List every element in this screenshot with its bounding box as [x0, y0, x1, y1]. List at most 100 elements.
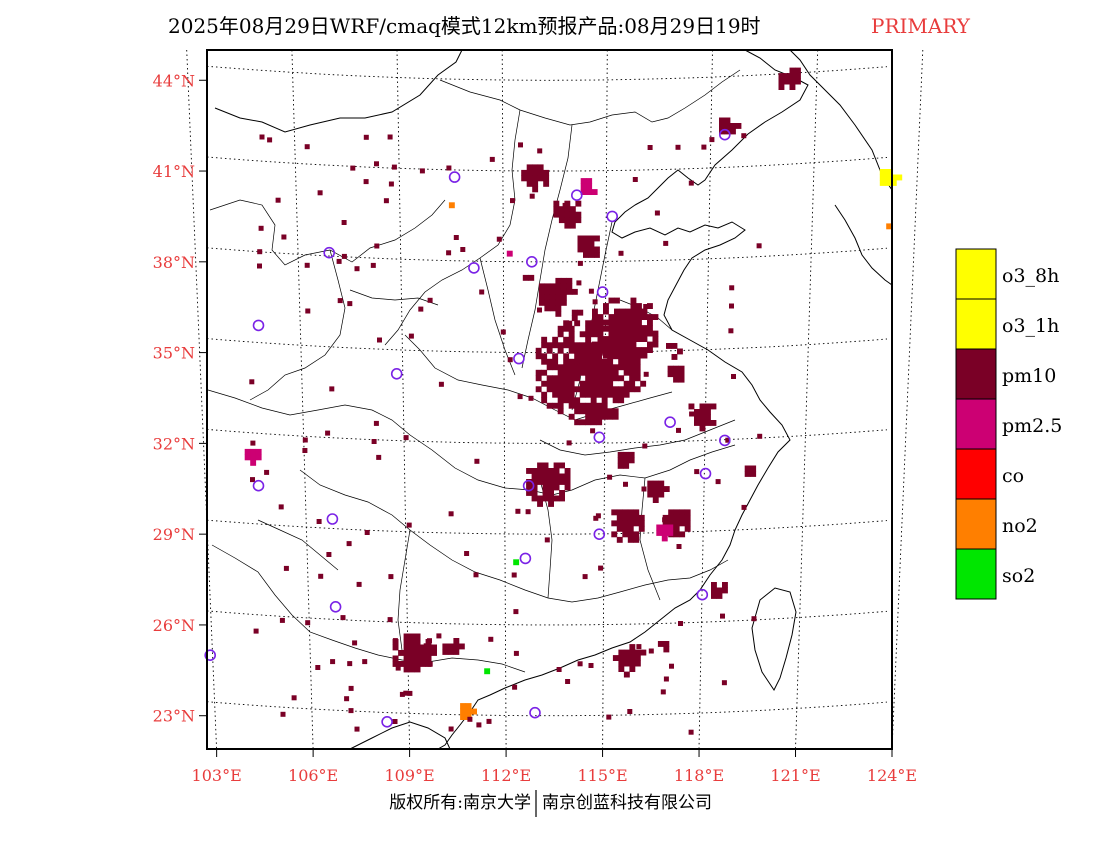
pollutant-region-pm25 — [244, 448, 262, 466]
latitude-gridline — [206, 610, 888, 626]
figure-title: 2025年08月29日WRF/cmaq模式12km预报产品:08月29日19时 — [168, 14, 761, 38]
pollutant-region-pm25 — [656, 524, 674, 542]
lon-tick-label: 103°E — [192, 766, 242, 785]
legend-label: o3_8h — [1002, 265, 1059, 287]
pollutant-region-pm10 — [617, 451, 635, 469]
city-station-marker — [593, 528, 606, 541]
latitude-gridline — [206, 247, 888, 263]
latitude-gridline — [206, 65, 888, 81]
legend-swatch-no2 — [955, 498, 997, 550]
pollutant-region-o3_1h — [879, 169, 903, 186]
pollutant-region-pm10 — [392, 633, 437, 673]
primary-pollutant-layer — [244, 67, 903, 735]
legend-label: o3_1h — [1002, 315, 1059, 337]
lat-tick-label: 23°N — [153, 707, 195, 726]
pollutant-region-pm10 — [711, 582, 728, 599]
station-markers — [204, 128, 731, 728]
lat-tick-label: 29°N — [153, 525, 195, 544]
pollutant-region-pm10 — [521, 164, 550, 193]
lon-tick-label: 109°E — [384, 766, 434, 785]
legend-label: co — [1002, 465, 1024, 487]
legend-swatch-pm10 — [955, 348, 997, 400]
lon-tick-label: 106°E — [288, 766, 338, 785]
graticule — [186, 49, 924, 750]
lon-tick-label: 112°E — [481, 766, 531, 785]
longitude-gridline — [891, 49, 924, 750]
pollutant-region-pm10 — [688, 403, 717, 432]
pollutant-region-pm10 — [553, 200, 582, 229]
pollutant-scatter-pm10 — [249, 133, 763, 735]
pollutant-region-pm10 — [778, 67, 801, 90]
pollutant-region-so2 — [513, 559, 520, 566]
pollutant-region-pm25 — [580, 178, 598, 195]
pollutant-region-pm10 — [647, 480, 670, 503]
city-station-marker — [329, 600, 342, 613]
city-station-marker — [513, 352, 525, 365]
latitude-gridline — [206, 338, 888, 354]
legend-swatch-o3_8h — [955, 248, 997, 300]
pollutant-region-pm10 — [566, 309, 584, 327]
city-station-marker — [718, 128, 731, 141]
city-station-marker — [323, 246, 336, 259]
latitude-gridline — [206, 519, 888, 535]
city-station-marker — [252, 319, 265, 332]
title-tag: PRIMARY — [871, 14, 971, 38]
lon-tick-label: 118°E — [674, 766, 724, 785]
map-area — [186, 49, 924, 750]
city-station-marker — [326, 513, 339, 525]
city-station-marker — [448, 171, 461, 183]
city-station-marker — [593, 431, 606, 444]
city-station-marker — [596, 286, 609, 298]
city-station-marker — [522, 479, 535, 492]
lon-tick-label: 121°E — [770, 766, 820, 785]
city-station-marker — [390, 367, 403, 380]
city-station-marker — [718, 434, 731, 447]
latitude-gridline — [206, 428, 888, 444]
lat-tick-label: 38°N — [153, 253, 195, 272]
latitude-gridline — [206, 156, 888, 172]
legend-swatch-so2 — [955, 548, 997, 600]
city-station-marker — [381, 715, 393, 728]
pollutant-region-no2 — [448, 202, 455, 209]
pollutant-region-pm10 — [442, 638, 465, 655]
lat-tick-label: 26°N — [153, 616, 195, 635]
pollutant-region-pm10 — [612, 644, 647, 678]
city-station-marker — [664, 416, 676, 429]
pollutant-region-pm25 — [506, 250, 513, 257]
lat-tick-label: 41°N — [153, 162, 195, 181]
lat-tick-label: 32°N — [153, 434, 195, 453]
pollutant-region-pm10 — [666, 343, 683, 360]
copyright: 版权所有:南京大学 南京创蓝科技有限公司 — [389, 790, 712, 817]
city-station-marker — [204, 649, 216, 662]
city-station-marker — [468, 262, 480, 274]
pollutant-region-pm10 — [526, 462, 571, 507]
legend-label: pm10 — [1002, 365, 1056, 387]
city-station-marker — [525, 255, 538, 268]
legend-label: so2 — [1002, 565, 1035, 587]
lat-tick-label: 35°N — [153, 344, 195, 363]
city-station-marker — [529, 706, 541, 719]
latitude-gridline — [206, 701, 888, 717]
city-station-marker — [519, 552, 532, 565]
pollutant-region-pm10 — [577, 235, 600, 258]
coastline — [214, 49, 893, 750]
legend-label: no2 — [1002, 515, 1038, 537]
latitude-axis: 44°N 41°N 38°N 35°N 32°N 29°N 26°N 23°N — [153, 71, 207, 726]
longitude-axis: 103°E 106°E 109°E 112°E 115°E 118°E 121°E 124°E — [192, 749, 917, 785]
city-station-marker — [696, 588, 709, 601]
legend-swatch-pm25 — [955, 398, 997, 450]
lon-tick-label: 115°E — [577, 766, 627, 785]
city-station-marker — [252, 479, 265, 492]
legend: o3_8h o3_1h pm10 pm2.5 co no2 so2 — [955, 248, 1062, 600]
legend-swatch-o3_1h — [955, 298, 997, 350]
pollutant-region-so2 — [484, 668, 491, 675]
city-station-marker — [570, 189, 583, 201]
province-borders — [207, 69, 741, 673]
pollutant-region-no2 — [886, 223, 893, 230]
copyright-right: 南京创蓝科技有限公司 — [542, 793, 712, 813]
city-station-marker — [699, 467, 712, 480]
pollutant-region-pm10 — [611, 509, 645, 543]
pollutant-region-pm10 — [522, 274, 535, 281]
city-station-marker — [606, 210, 619, 223]
